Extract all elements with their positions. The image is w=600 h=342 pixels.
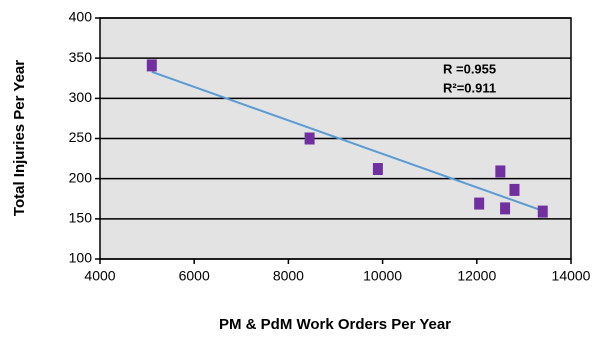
y-tick-label: 350 <box>69 49 93 65</box>
y-axis-title: Total Injuries Per Year <box>11 60 28 216</box>
point <box>304 132 315 145</box>
y-tick-label: 250 <box>69 129 93 145</box>
point <box>500 202 511 215</box>
x-tick-label: 12000 <box>457 268 496 284</box>
point <box>495 165 506 178</box>
point <box>372 163 383 176</box>
y-tick-label: 300 <box>69 89 93 105</box>
x-tick-label: 4000 <box>84 268 115 284</box>
x-axis-title: PM & PdM Work Orders Per Year <box>219 316 451 333</box>
point <box>509 183 520 196</box>
x-tick-label: 8000 <box>273 268 304 284</box>
y-tick-label: 150 <box>69 210 93 226</box>
x-tick-label: 6000 <box>179 268 210 284</box>
annotation: R =0.955 <box>443 61 496 76</box>
x-tick-label: 14000 <box>552 268 591 284</box>
point <box>537 205 548 218</box>
y-tick-label: 200 <box>69 169 93 185</box>
x-tick-label: 10000 <box>363 268 402 284</box>
point <box>474 197 485 210</box>
point <box>146 59 157 72</box>
plot-border <box>99 17 572 260</box>
y-tick-label: 100 <box>69 250 93 266</box>
y-tick-label: 400 <box>69 9 93 25</box>
annotation: R²=0.911 <box>443 80 496 95</box>
trend-line <box>151 70 544 212</box>
